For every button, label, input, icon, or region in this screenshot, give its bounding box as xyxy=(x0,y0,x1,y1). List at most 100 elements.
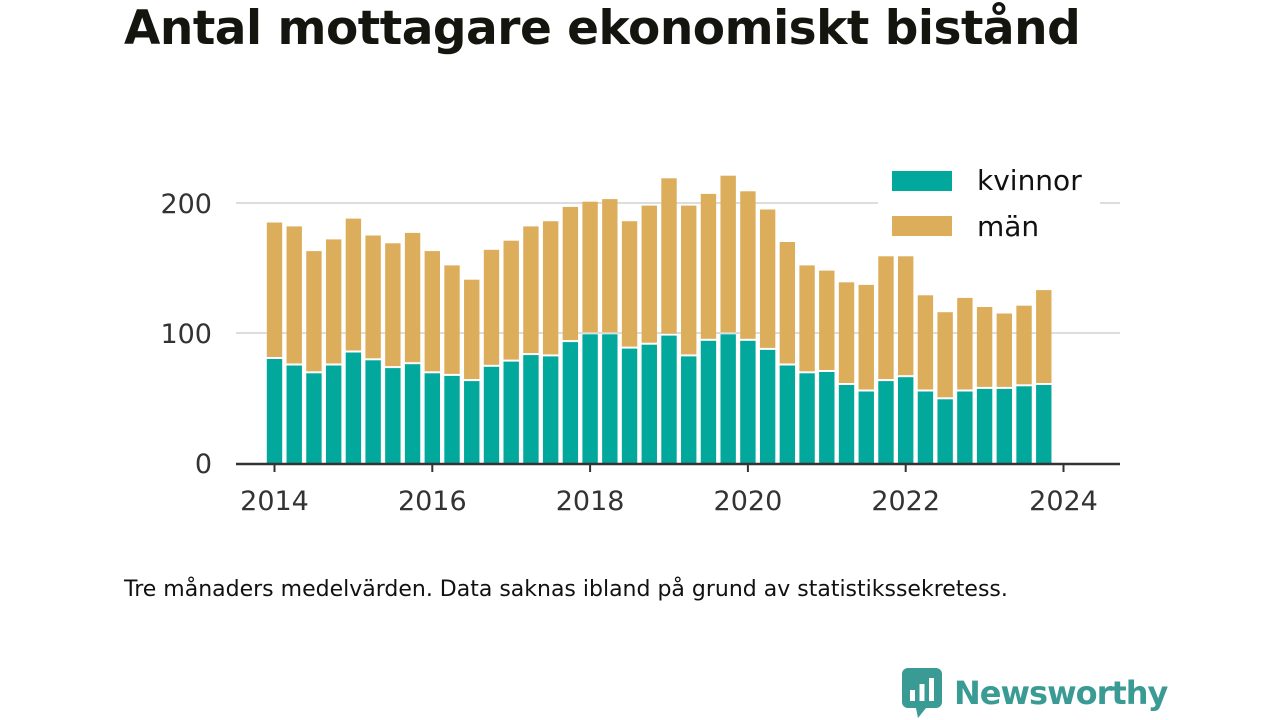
bar-man xyxy=(562,206,579,341)
bar-kvinnor xyxy=(681,356,697,463)
bar-man xyxy=(720,175,736,333)
bar-man xyxy=(957,297,973,390)
bar-man xyxy=(523,226,539,354)
bar-kvinnor xyxy=(621,348,638,463)
bar-man xyxy=(878,256,894,380)
bar-man xyxy=(266,222,283,357)
legend-swatch-kvinnor xyxy=(892,171,952,191)
bar-kvinnor xyxy=(878,381,894,463)
bar-kvinnor xyxy=(819,372,835,463)
bar-man xyxy=(819,270,835,370)
newsworthy-logo-icon xyxy=(902,668,942,718)
bar-kvinnor xyxy=(661,335,677,463)
bar-man xyxy=(799,265,815,372)
bar-man xyxy=(898,256,914,376)
bar-kvinnor xyxy=(720,334,736,463)
bar-kvinnor xyxy=(464,381,480,463)
bar-kvinnor xyxy=(641,344,657,463)
x-tick-label: 2014 xyxy=(240,486,309,517)
bar-kvinnor xyxy=(404,364,421,463)
bar-man xyxy=(602,199,618,333)
y-tick-label: 100 xyxy=(160,319,212,350)
bar-man xyxy=(661,178,677,334)
bar-kvinnor xyxy=(385,368,401,463)
legend-label-kvinnor: kvinnor xyxy=(977,164,1082,197)
bar-man xyxy=(483,249,500,365)
bar-kvinnor xyxy=(345,352,362,463)
x-tick-label: 2024 xyxy=(1029,486,1098,517)
legend: kvinnor män xyxy=(878,158,1100,250)
legend-swatch-man xyxy=(892,216,952,236)
bar-man xyxy=(286,226,302,364)
bar-kvinnor xyxy=(266,359,283,463)
bar-man xyxy=(464,279,480,380)
bar-kvinnor xyxy=(562,342,579,463)
bar-kvinnor xyxy=(1016,386,1032,463)
x-tick-label: 2018 xyxy=(556,486,625,517)
bar-kvinnor xyxy=(838,385,855,463)
bar-man xyxy=(740,191,756,339)
bar-man xyxy=(385,243,401,367)
bar-kvinnor xyxy=(286,365,302,463)
bar-man xyxy=(424,251,440,372)
bar-kvinnor xyxy=(858,391,874,463)
legend-label-man: män xyxy=(977,210,1039,243)
y-tick-label: 200 xyxy=(160,189,212,220)
bar-man xyxy=(1016,305,1032,385)
x-tick-label: 2022 xyxy=(871,486,940,517)
bar-man xyxy=(621,221,638,347)
bar-kvinnor xyxy=(996,388,1013,463)
bar-kvinnor xyxy=(1036,385,1052,463)
x-tick-label: 2020 xyxy=(714,486,783,517)
bar-kvinnor xyxy=(325,365,342,463)
bar-man xyxy=(503,240,519,360)
bar-kvinnor xyxy=(602,334,618,463)
bar-kvinnor xyxy=(700,340,717,463)
chart-caption: Tre månaders medelvärden. Data saknas ib… xyxy=(124,577,1008,602)
bar-man xyxy=(937,312,953,398)
bar-man xyxy=(779,242,796,364)
chart-title: Antal mottagare ekonomiskt bistånd xyxy=(124,1,1081,56)
bar-kvinnor xyxy=(582,334,598,463)
bar-man xyxy=(1036,290,1052,383)
newsworthy-logo: Newsworthy xyxy=(902,668,1168,718)
bar-man xyxy=(345,218,362,351)
axes: 0 100 200 2014 2016 2018 2020 2022 2024 xyxy=(160,189,1120,517)
bar-man xyxy=(444,265,460,374)
bar-man xyxy=(404,232,421,363)
bar-man xyxy=(306,251,322,372)
bar-man xyxy=(325,239,342,364)
bar-man xyxy=(976,307,993,387)
bars xyxy=(266,175,1052,463)
bar-kvinnor xyxy=(365,360,381,463)
bar-kvinnor xyxy=(917,391,934,463)
bar-man xyxy=(838,282,855,383)
bar-kvinnor xyxy=(759,349,776,463)
bar-man xyxy=(759,209,776,348)
bar-kvinnor xyxy=(542,356,559,463)
bar-kvinnor xyxy=(740,340,756,463)
bar-kvinnor xyxy=(779,365,796,463)
bar-kvinnor xyxy=(937,399,953,463)
bar-kvinnor xyxy=(898,377,914,463)
bar-kvinnor xyxy=(503,361,519,463)
bar-man xyxy=(681,205,697,355)
y-tick-label: 0 xyxy=(195,449,212,480)
bar-man xyxy=(365,235,381,359)
bar-man xyxy=(542,221,559,355)
bar-man xyxy=(641,205,657,343)
bar-kvinnor xyxy=(483,366,500,463)
bar-man xyxy=(582,201,598,333)
bar-kvinnor xyxy=(424,373,440,463)
bar-kvinnor xyxy=(799,373,815,463)
bar-kvinnor xyxy=(957,391,973,463)
bar-man xyxy=(700,193,717,339)
bar-kvinnor xyxy=(523,355,539,463)
bar-man xyxy=(858,284,874,390)
bar-man xyxy=(917,295,934,390)
x-tick-label: 2016 xyxy=(398,486,467,517)
stacked-bar-chart: 0 100 200 2014 2016 2018 2020 2022 2024 kvinnor … xyxy=(160,158,1120,517)
bar-man xyxy=(996,313,1013,387)
bar-kvinnor xyxy=(306,373,322,463)
bar-kvinnor xyxy=(976,388,993,463)
